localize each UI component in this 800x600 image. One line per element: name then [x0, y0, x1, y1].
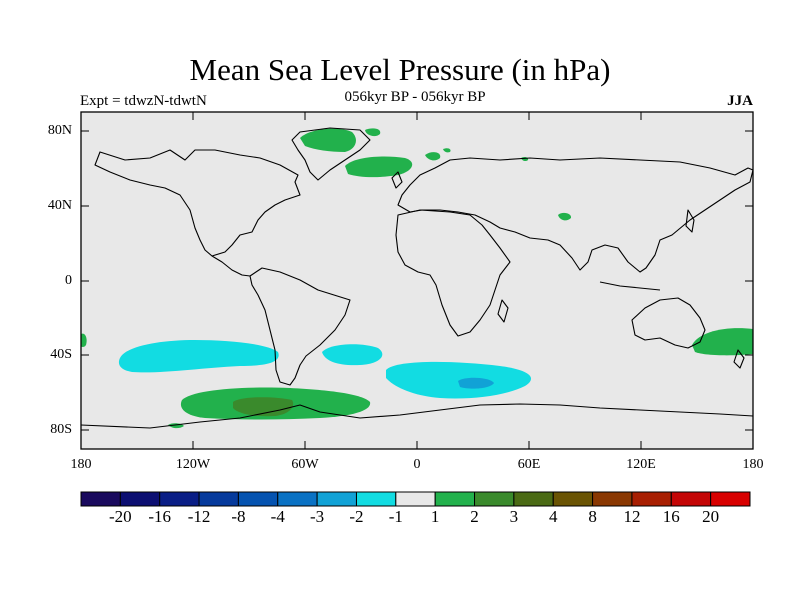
coastline-japan	[685, 209, 695, 233]
coastline-new-zealand	[733, 349, 745, 369]
coastline-africa	[395, 209, 511, 337]
colorbar-swatch	[592, 491, 633, 507]
season-label: JJA	[727, 93, 753, 109]
colorbar-swatch	[434, 491, 476, 507]
map-background	[81, 112, 753, 449]
colorbar-tick-label: 12	[623, 507, 641, 526]
y-tick-label-0: 0	[65, 273, 72, 288]
negative-region-south-atlantic-east	[386, 361, 532, 399]
colorbar-tick-label: -16	[148, 507, 172, 526]
y-tick-label-80n: 80N	[47, 123, 72, 138]
period-label: 056kyr BP - 056kyr BP	[344, 89, 486, 105]
colorbar-tick-label: 2	[470, 507, 479, 526]
x-tick-label-120w: 120W	[175, 457, 211, 472]
coastline-uk	[391, 171, 403, 189]
colorbar-tick-label: -8	[231, 507, 246, 526]
colorbar-swatch	[277, 491, 318, 507]
negative-region-2to3-south-atlantic	[458, 377, 494, 389]
colorbar-tick-label: 8	[588, 507, 597, 526]
x-tick-label-120e: 120E	[626, 457, 656, 472]
colorbar-swatch	[710, 491, 751, 507]
coastline-greenland	[291, 127, 371, 181]
experiment-label: Expt = tdwzN-tdwtN	[80, 93, 207, 109]
colorbar-swatch	[237, 491, 279, 507]
colorbar-tick-label: 16	[662, 507, 680, 526]
colorbar-tick-label: -4	[270, 507, 285, 526]
colorbar-swatch	[355, 491, 397, 507]
colorbar-swatch	[395, 491, 436, 507]
positive-region-greenland	[300, 128, 356, 152]
anomaly-regions	[81, 128, 753, 429]
colorbar-swatch	[119, 491, 161, 507]
positive-region-south-pacific-west	[81, 333, 87, 347]
coastline-south-america	[249, 267, 351, 386]
y-tick-label-40s: 40S	[50, 347, 72, 362]
x-tick-label-0: 0	[413, 457, 421, 472]
colorbar-swatch	[316, 491, 357, 507]
colorbar-tick-label: -3	[310, 507, 325, 526]
colorbar-swatch	[198, 491, 239, 507]
colorbar-swatch	[670, 491, 712, 507]
colorbar-tick-label: -20	[109, 507, 132, 526]
negative-region-south-pacific	[118, 340, 279, 373]
colorbar-swatch	[80, 491, 121, 507]
colorbar-swatch	[513, 491, 554, 507]
coastline-north-america	[94, 149, 301, 257]
x-tick-label-180e: 180	[742, 457, 764, 472]
colorbar-tick-label: 20	[702, 507, 720, 526]
colorbar-tick-label: 4	[548, 507, 558, 526]
x-tick-label-60e: 60E	[517, 457, 541, 472]
x-tick-label-60w: 60W	[291, 457, 319, 472]
coastline-madagascar	[497, 299, 509, 323]
colorbar	[80, 491, 751, 507]
colorbar-swatch	[474, 491, 515, 507]
colorbar-tick-label: 1	[430, 507, 440, 526]
negative-region-south-atlantic-west	[322, 344, 383, 366]
positive-region-2to3-southern-ocean	[233, 397, 294, 417]
coastline-antarctica	[80, 403, 754, 429]
positive-region-scandinavia	[425, 152, 441, 161]
positive-region-arctic-small	[365, 128, 381, 137]
colorbar-swatch	[631, 491, 672, 507]
y-tick-label-80s: 80S	[50, 422, 72, 437]
coastlines	[80, 127, 754, 429]
positive-region-central-asia	[558, 212, 572, 221]
positive-region-north-atlantic	[345, 156, 413, 178]
axis-ticks	[81, 112, 753, 449]
colorbar-swatch	[159, 491, 200, 507]
colorbar-tick-label: -1	[388, 507, 403, 526]
positive-region-barents	[443, 148, 451, 153]
map-title: Mean Sea Level Pressure (in hPa)	[189, 52, 611, 87]
coastline-eurasia	[397, 157, 754, 273]
coastline-central-america	[211, 255, 251, 277]
coastline-indonesia	[599, 281, 661, 291]
y-tick-label-40n: 40N	[47, 198, 72, 213]
positive-region-tasman	[692, 328, 753, 356]
colorbar-tick-label: -12	[187, 507, 211, 526]
colorbar-tick-label: 3	[509, 507, 519, 526]
x-tick-label-180w: 180	[70, 457, 92, 472]
colorbar-tick-label: -2	[349, 507, 364, 526]
coastline-australia	[631, 297, 706, 349]
colorbar-swatch	[552, 491, 594, 507]
